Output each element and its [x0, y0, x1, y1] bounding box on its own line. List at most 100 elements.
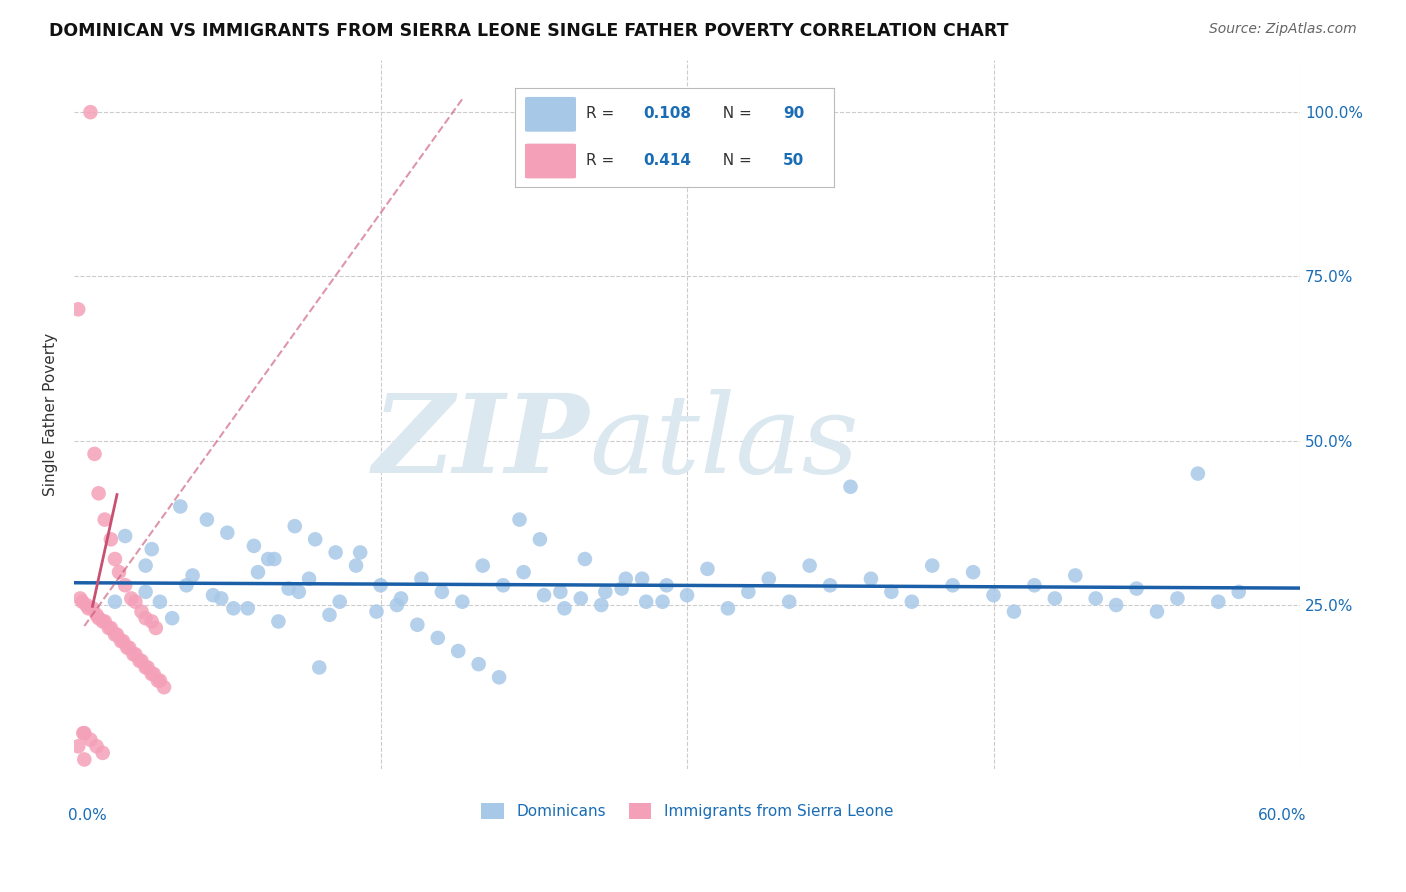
Point — [488, 670, 510, 684]
Point — [550, 585, 572, 599]
Point — [181, 568, 204, 582]
Point — [1146, 605, 1168, 619]
Point — [267, 615, 290, 629]
Point — [257, 552, 280, 566]
Point — [411, 572, 433, 586]
Point — [122, 648, 145, 662]
Point — [962, 565, 984, 579]
Point — [263, 552, 285, 566]
Point — [110, 634, 132, 648]
Point — [104, 595, 127, 609]
Point — [86, 739, 108, 754]
Point — [93, 513, 115, 527]
Point — [169, 500, 191, 514]
Point — [141, 615, 163, 629]
Point — [921, 558, 943, 573]
Point — [839, 480, 862, 494]
Point — [93, 615, 115, 629]
Point — [222, 601, 245, 615]
Point — [149, 673, 172, 688]
Point — [492, 578, 515, 592]
Point — [818, 578, 841, 592]
Point — [77, 601, 100, 615]
Y-axis label: Single Father Poverty: Single Father Poverty — [44, 333, 58, 496]
Point — [67, 739, 90, 754]
Point — [426, 631, 449, 645]
Point — [141, 542, 163, 557]
Point — [100, 533, 122, 547]
Point — [304, 533, 326, 547]
Point — [176, 578, 198, 592]
Point — [325, 545, 347, 559]
Point — [124, 595, 146, 609]
Point — [131, 654, 153, 668]
Point — [430, 585, 453, 599]
Point — [1227, 585, 1250, 599]
Point — [87, 486, 110, 500]
Point — [246, 565, 269, 579]
Point — [1024, 578, 1046, 592]
Point — [983, 588, 1005, 602]
Point — [508, 513, 530, 527]
Point — [135, 585, 157, 599]
Point — [75, 598, 97, 612]
Point — [160, 611, 183, 625]
Point — [91, 615, 114, 629]
Point — [880, 585, 903, 599]
Point — [366, 605, 388, 619]
Point — [153, 680, 176, 694]
Text: 60.0%: 60.0% — [1257, 808, 1306, 823]
Point — [631, 572, 654, 586]
Point — [737, 585, 759, 599]
Point — [389, 591, 412, 606]
Point — [73, 752, 96, 766]
Point — [108, 565, 131, 579]
Point — [512, 565, 534, 579]
Point — [124, 648, 146, 662]
Point — [82, 601, 104, 615]
Point — [298, 572, 321, 586]
Point — [471, 558, 494, 573]
Point — [112, 634, 135, 648]
Point — [135, 611, 157, 625]
Point — [131, 605, 153, 619]
Point — [67, 302, 90, 317]
Text: ZIP: ZIP — [373, 389, 589, 497]
Point — [1187, 467, 1209, 481]
Point — [202, 588, 225, 602]
Point — [72, 726, 94, 740]
Point — [1125, 582, 1147, 596]
Text: 0.0%: 0.0% — [67, 808, 107, 823]
Point — [114, 578, 136, 592]
Point — [141, 667, 163, 681]
Point — [447, 644, 470, 658]
Point — [696, 562, 718, 576]
Point — [79, 732, 101, 747]
Point — [778, 595, 800, 609]
Text: Source: ZipAtlas.com: Source: ZipAtlas.com — [1209, 22, 1357, 37]
Point — [236, 601, 259, 615]
Point — [651, 595, 673, 609]
Text: atlas: atlas — [589, 389, 859, 497]
Point — [115, 640, 138, 655]
Point — [136, 660, 159, 674]
Point — [614, 572, 637, 586]
Point — [676, 588, 699, 602]
Point — [86, 607, 108, 622]
Point — [243, 539, 266, 553]
Point — [533, 588, 555, 602]
Point — [318, 607, 340, 622]
Point — [288, 585, 311, 599]
Point — [100, 621, 122, 635]
Point — [1043, 591, 1066, 606]
Point — [1002, 605, 1025, 619]
Point — [217, 525, 239, 540]
Point — [451, 595, 474, 609]
Point — [569, 591, 592, 606]
Point — [135, 660, 157, 674]
Point — [128, 654, 150, 668]
Point — [91, 746, 114, 760]
Point — [406, 617, 429, 632]
Point — [717, 601, 740, 615]
Point — [73, 726, 96, 740]
